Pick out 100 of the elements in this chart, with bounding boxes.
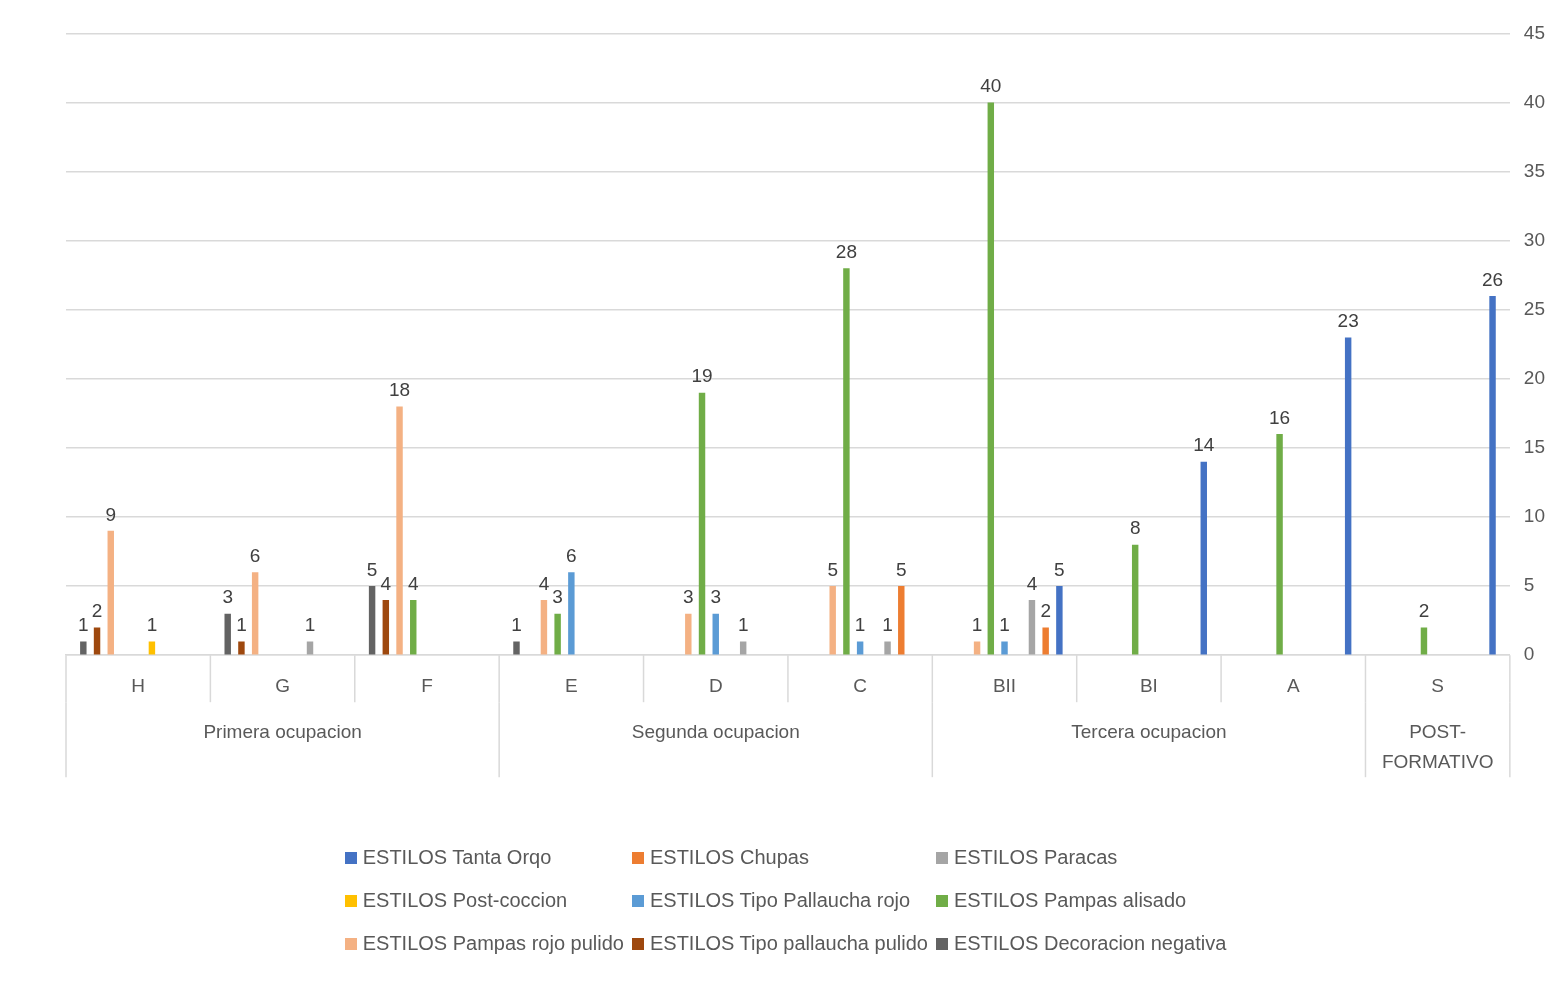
bar bbox=[856, 641, 864, 655]
data-label: 1 bbox=[999, 614, 1010, 636]
bar bbox=[898, 586, 905, 655]
data-label: 8 bbox=[1129, 517, 1141, 539]
data-label: 3 bbox=[552, 586, 563, 608]
bar bbox=[410, 599, 417, 655]
data-label: 19 bbox=[691, 365, 713, 387]
bar bbox=[107, 530, 114, 655]
data-label: 5 bbox=[366, 558, 378, 580]
bar bbox=[540, 599, 548, 655]
bar bbox=[685, 613, 692, 655]
data-label: 2 bbox=[1418, 600, 1430, 622]
data-label: 4 bbox=[407, 572, 419, 594]
x-tick-label: BI bbox=[1139, 674, 1158, 696]
y-tick-label: 40 bbox=[1523, 90, 1546, 112]
y-tick-label: 30 bbox=[1523, 228, 1546, 250]
bar bbox=[1276, 434, 1283, 655]
bar bbox=[829, 586, 836, 655]
legend-label: ESTILOS Pampas alisado bbox=[953, 889, 1187, 912]
data-label: 3 bbox=[710, 586, 722, 608]
x-tick-label: H bbox=[131, 674, 146, 696]
data-label: 4 bbox=[538, 572, 550, 594]
text: Tercera ocupacion bbox=[1071, 721, 1227, 743]
data-label: 1 bbox=[146, 614, 158, 636]
bar bbox=[368, 586, 376, 655]
legend-label: ESTILOS Decoracion negativa bbox=[953, 932, 1227, 955]
bar bbox=[712, 613, 719, 655]
y-tick-label: 0 bbox=[1523, 643, 1535, 665]
bar bbox=[1420, 627, 1428, 655]
bar bbox=[1042, 627, 1049, 655]
data-label: 5 bbox=[895, 558, 907, 580]
data-label: 28 bbox=[835, 241, 857, 263]
data-label: 5 bbox=[827, 558, 838, 580]
data-label: 23 bbox=[1337, 310, 1359, 332]
text: Segunda ocupacion bbox=[631, 721, 800, 743]
text: POST-FORMATIVO bbox=[1381, 721, 1494, 773]
data-label: 1 bbox=[737, 614, 749, 636]
data-label: 26 bbox=[1481, 268, 1504, 290]
text: Primera ocupacion bbox=[203, 721, 362, 743]
data-label: 1 bbox=[511, 614, 522, 636]
legend-label: ESTILOS Tipo pallaucha pulido bbox=[649, 932, 928, 955]
data-label: 4 bbox=[1026, 572, 1038, 594]
x-tick-label: A bbox=[1286, 674, 1300, 696]
x-tick-label: G bbox=[275, 674, 290, 696]
bar bbox=[148, 641, 156, 655]
data-label: 40 bbox=[980, 75, 1002, 97]
bar bbox=[1200, 461, 1207, 655]
bar bbox=[554, 613, 561, 655]
bar bbox=[396, 406, 403, 655]
bar bbox=[513, 641, 520, 655]
bar bbox=[1344, 337, 1352, 655]
data-label: 3 bbox=[683, 586, 694, 608]
x-tick-label: BII bbox=[992, 674, 1017, 696]
data-label: 2 bbox=[1040, 600, 1051, 622]
x-tick-label: S bbox=[1431, 674, 1445, 696]
data-label: 9 bbox=[105, 503, 117, 525]
data-label: 6 bbox=[249, 545, 261, 567]
data-label: 1 bbox=[971, 614, 983, 636]
data-label: 1 bbox=[78, 614, 89, 636]
bar bbox=[698, 392, 706, 655]
bar bbox=[568, 572, 575, 655]
bar bbox=[1489, 295, 1496, 655]
y-tick-label: 35 bbox=[1523, 159, 1546, 181]
legend-label: ESTILOS Tipo Pallaucha rojo bbox=[649, 889, 911, 912]
y-tick-label: 25 bbox=[1523, 297, 1546, 319]
y-tick-label: 20 bbox=[1523, 367, 1546, 389]
data-label: 1 bbox=[304, 614, 316, 636]
data-label: 5 bbox=[1054, 558, 1065, 580]
legend-label: ESTILOS Pampas rojo pulido bbox=[362, 932, 624, 955]
bar bbox=[973, 641, 981, 655]
data-label: 4 bbox=[380, 572, 392, 594]
data-label: 2 bbox=[91, 600, 103, 622]
bar bbox=[382, 599, 390, 655]
bar bbox=[224, 613, 231, 655]
bar bbox=[1028, 599, 1036, 655]
bar bbox=[1001, 641, 1008, 655]
bar bbox=[1056, 586, 1063, 655]
data-label: 3 bbox=[222, 586, 233, 608]
x-tick-label: F bbox=[421, 674, 433, 696]
bar bbox=[739, 641, 747, 655]
data-label: 16 bbox=[1269, 406, 1291, 428]
data-label: 1 bbox=[882, 614, 893, 636]
y-tick-label: 15 bbox=[1523, 436, 1546, 458]
data-label: 6 bbox=[566, 545, 577, 567]
x-tick-label: C bbox=[853, 674, 867, 696]
bar bbox=[80, 641, 87, 655]
x-tick-label: D bbox=[708, 674, 723, 696]
bar bbox=[884, 641, 891, 655]
bar bbox=[238, 641, 245, 655]
bar bbox=[987, 102, 995, 655]
bar bbox=[93, 627, 101, 655]
data-label: 14 bbox=[1193, 434, 1215, 456]
legend-label: ESTILOS Post-coccion bbox=[362, 889, 568, 912]
data-label: 1 bbox=[854, 614, 866, 636]
bar bbox=[843, 268, 850, 655]
x-tick-label: E bbox=[565, 674, 578, 696]
y-tick-label: 5 bbox=[1523, 574, 1535, 596]
legend-label: ESTILOS Chupas bbox=[649, 846, 809, 869]
y-tick-label: 45 bbox=[1523, 21, 1546, 43]
legend-label: ESTILOS Paracas bbox=[953, 846, 1118, 869]
